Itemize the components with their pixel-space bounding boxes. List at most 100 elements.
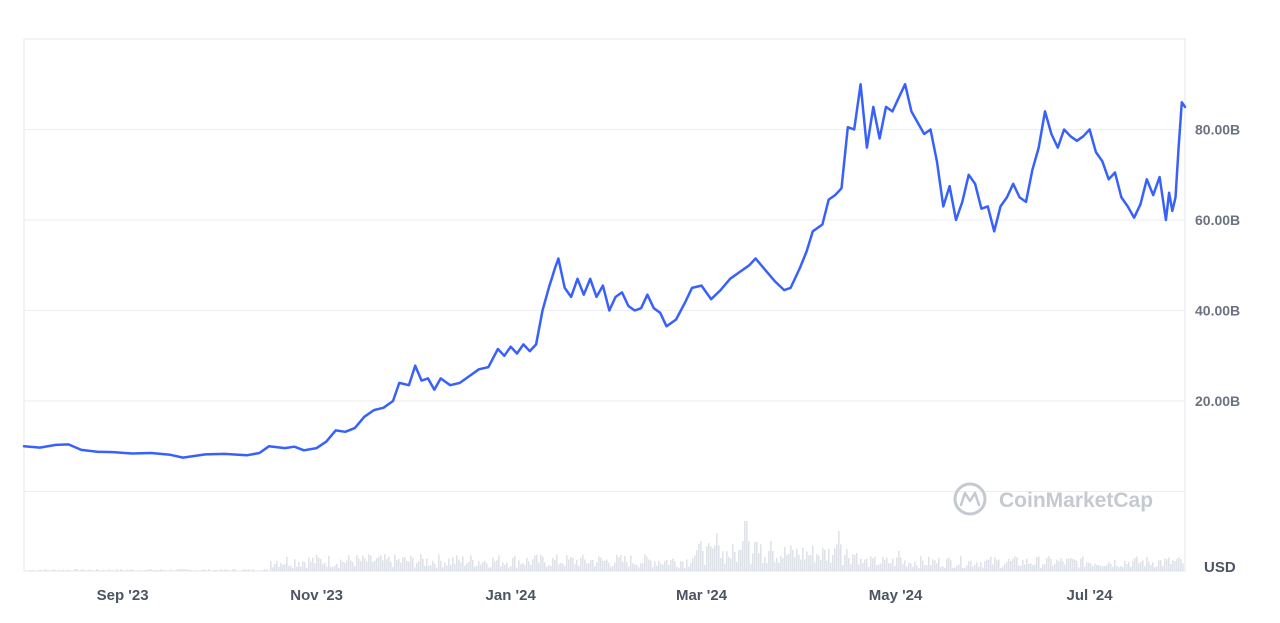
volume-bar: [792, 550, 794, 571]
volume-bar: [586, 563, 588, 571]
volume-bar: [362, 555, 364, 571]
volume-bar: [946, 559, 948, 571]
volume-bar: [90, 570, 92, 571]
volume-bar: [800, 559, 802, 571]
volume-bar: [732, 544, 734, 571]
volume-bar: [1102, 566, 1104, 571]
volume-bar: [904, 560, 906, 571]
volume-bar: [274, 564, 276, 571]
volume-bar: [504, 565, 506, 571]
volume-bar: [752, 554, 754, 572]
volume-bar: [818, 556, 820, 571]
volume-bar: [1012, 559, 1014, 571]
volume-bar: [1060, 558, 1062, 571]
volume-bar: [340, 560, 342, 571]
volume-bar: [328, 556, 330, 571]
volume-bar: [1094, 564, 1096, 571]
volume-bar: [912, 567, 914, 571]
volume-bar: [426, 559, 428, 571]
volume-bar: [790, 545, 792, 571]
volume-bar: [386, 559, 388, 571]
volume-bar: [396, 560, 398, 571]
volume-bar: [770, 541, 772, 571]
volume-bar: [826, 561, 828, 571]
volume-bar: [992, 564, 994, 571]
volume-bar: [970, 561, 972, 571]
volume-bar: [710, 546, 712, 571]
volume-bar: [466, 563, 468, 571]
volume-bar: [566, 555, 568, 571]
volume-bar: [846, 549, 848, 571]
volume-bar: [358, 559, 360, 571]
volume-bar: [618, 557, 620, 571]
volume-bar: [38, 570, 40, 571]
volume-bar: [1058, 561, 1060, 571]
volume-bar: [554, 560, 556, 571]
volume-bar: [858, 565, 860, 571]
volume-bar: [40, 570, 42, 571]
volume-bar: [170, 570, 172, 571]
volume-bar: [672, 559, 674, 571]
volume-bar: [178, 569, 180, 571]
volume-bar: [900, 558, 902, 571]
volume-bar: [804, 559, 806, 571]
volume-bar: [612, 566, 614, 571]
volume-bar: [1114, 560, 1116, 571]
volume-bar: [138, 570, 140, 571]
volume-bar: [398, 559, 400, 571]
volume-bar: [434, 564, 436, 571]
volume-bar: [510, 566, 512, 571]
volume-bar: [1042, 564, 1044, 571]
volume-bar: [782, 558, 784, 571]
volume-bar: [600, 558, 602, 571]
volume-bar: [480, 564, 482, 571]
volume-bar: [670, 560, 672, 571]
volume-bar: [190, 570, 192, 571]
volume-bar: [1068, 559, 1070, 571]
volume-bar: [1160, 560, 1162, 571]
volume-bar: [318, 558, 320, 571]
volume-bar: [1044, 564, 1046, 571]
volume-bar: [866, 559, 868, 571]
volume-bar: [616, 555, 618, 571]
volume-bar: [1138, 563, 1140, 571]
volume-bar: [360, 561, 362, 571]
volume-bar: [1096, 565, 1098, 571]
volume-bar: [122, 570, 124, 571]
volume-bar: [936, 563, 938, 571]
volume-bar: [1062, 561, 1064, 571]
volume-bar: [226, 570, 228, 571]
volume-bar: [550, 566, 552, 571]
volume-bar: [624, 556, 626, 571]
volume-bar: [144, 570, 146, 571]
volume-bar: [352, 562, 354, 571]
volume-bar: [1004, 564, 1006, 571]
volume-bar: [700, 541, 702, 571]
volume-bar: [440, 561, 442, 571]
volume-bar: [974, 565, 976, 571]
volume-bar: [902, 564, 904, 571]
volume-bar: [994, 557, 996, 571]
volume-bar: [544, 562, 546, 571]
volume-bar: [1122, 567, 1124, 571]
volume-bar: [1148, 562, 1150, 571]
volume-bar: [382, 560, 384, 571]
volume-bar: [692, 558, 694, 571]
volume-bar: [470, 555, 472, 571]
volume-bar: [212, 570, 214, 571]
volume-bar: [312, 558, 314, 571]
volume-bar: [954, 568, 956, 571]
volume-bar: [266, 569, 268, 571]
volume-bar: [1106, 565, 1108, 571]
volume-bar: [516, 568, 518, 571]
volume-bar: [518, 560, 520, 571]
volume-bar: [660, 564, 662, 571]
volume-bar: [356, 555, 358, 571]
volume-bar: [830, 563, 832, 571]
volume-bar: [524, 565, 526, 571]
volume-bar: [1074, 560, 1076, 571]
volume-bar: [760, 544, 762, 571]
volume-bar: [378, 557, 380, 571]
volume-bar: [942, 566, 944, 571]
